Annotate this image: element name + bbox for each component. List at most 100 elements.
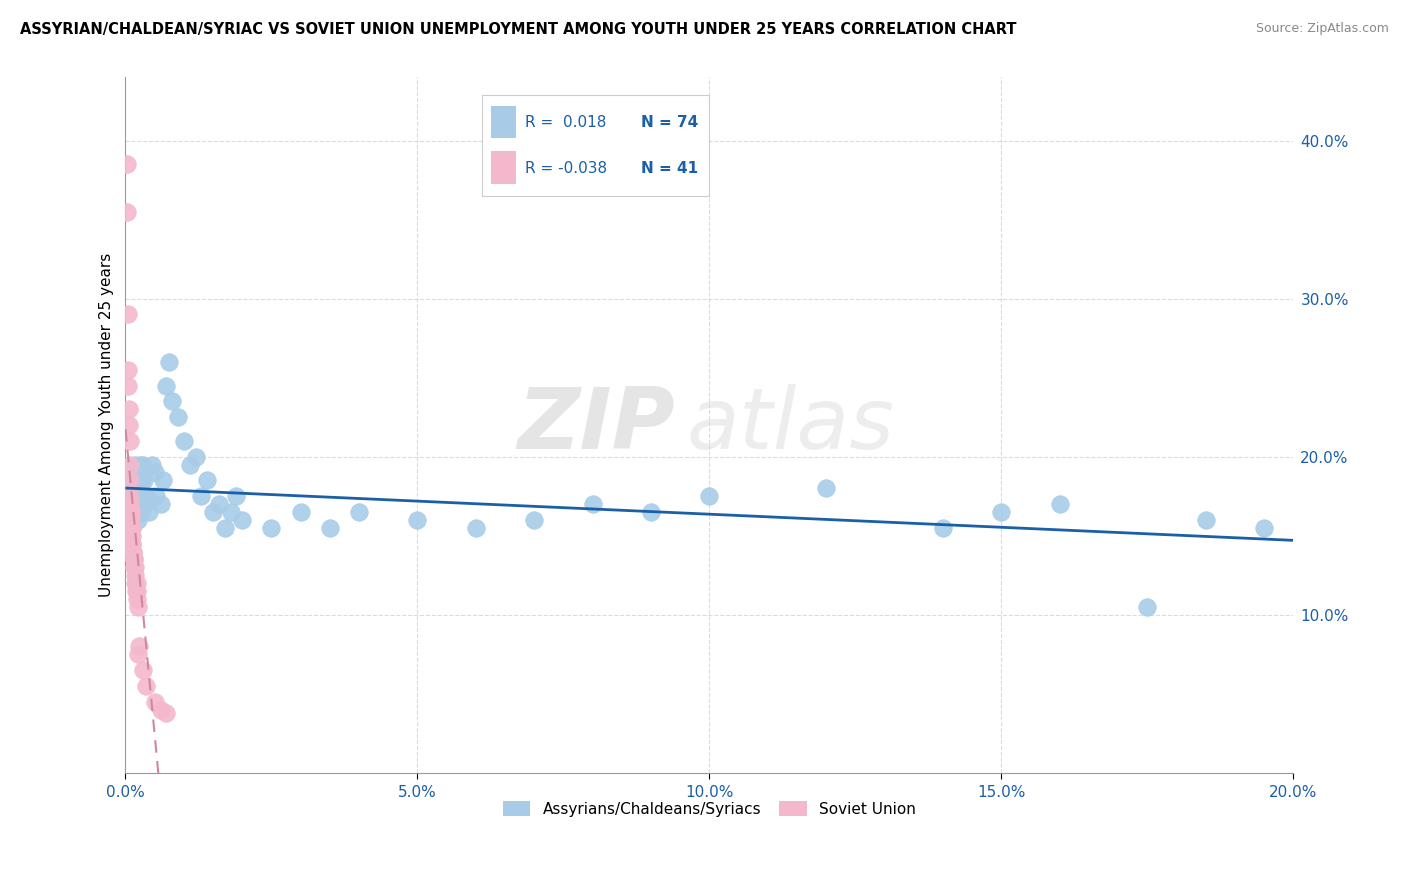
Text: ASSYRIAN/CHALDEAN/SYRIAC VS SOVIET UNION UNEMPLOYMENT AMONG YOUTH UNDER 25 YEARS: ASSYRIAN/CHALDEAN/SYRIAC VS SOVIET UNION…: [20, 22, 1017, 37]
Point: [319, 521, 342, 535]
Point: [122, 560, 145, 574]
Point: [121, 521, 143, 535]
Point: [117, 378, 139, 392]
Point: [127, 497, 149, 511]
Point: [127, 584, 149, 599]
Point: [125, 505, 148, 519]
Point: [231, 513, 253, 527]
Point: [184, 450, 207, 464]
Point: [118, 489, 141, 503]
Point: [127, 497, 149, 511]
Point: [143, 466, 166, 480]
Point: [124, 568, 146, 582]
Point: [128, 505, 150, 519]
Point: [128, 489, 150, 503]
Point: [120, 481, 142, 495]
Point: [141, 458, 163, 472]
Point: [406, 513, 429, 527]
Point: [127, 647, 149, 661]
Point: [1049, 497, 1071, 511]
Point: [120, 505, 142, 519]
Point: [145, 489, 167, 503]
Point: [129, 458, 152, 472]
Point: [120, 505, 142, 519]
Point: [290, 505, 312, 519]
Point: [167, 410, 190, 425]
Point: [152, 474, 174, 488]
Point: [118, 434, 141, 448]
Point: [122, 544, 145, 558]
Point: [214, 521, 236, 535]
Point: [121, 536, 143, 550]
Point: [464, 521, 486, 535]
Point: [117, 363, 139, 377]
Point: [118, 474, 141, 488]
Text: Source: ZipAtlas.com: Source: ZipAtlas.com: [1256, 22, 1389, 36]
Point: [135, 679, 157, 693]
Point: [127, 513, 149, 527]
Point: [120, 489, 142, 503]
Point: [127, 489, 149, 503]
Legend: Assyrians/Chaldeans/Syriacs, Soviet Union: Assyrians/Chaldeans/Syriacs, Soviet Unio…: [495, 793, 924, 824]
Point: [129, 474, 152, 488]
Point: [347, 505, 370, 519]
Point: [121, 536, 143, 550]
Point: [120, 521, 142, 535]
Point: [160, 394, 183, 409]
Point: [129, 489, 152, 503]
Point: [125, 584, 148, 599]
Point: [118, 418, 141, 433]
Point: [1136, 599, 1159, 614]
Point: [134, 474, 156, 488]
Text: atlas: atlas: [686, 384, 894, 467]
Point: [1195, 513, 1218, 527]
Point: [990, 505, 1012, 519]
Point: [124, 505, 146, 519]
Point: [132, 489, 155, 503]
Point: [149, 702, 172, 716]
Point: [149, 497, 172, 511]
Point: [132, 663, 155, 677]
Point: [120, 513, 142, 527]
Point: [219, 505, 242, 519]
Point: [640, 505, 662, 519]
Point: [127, 599, 149, 614]
Point: [131, 489, 153, 503]
Point: [173, 434, 195, 448]
Point: [129, 505, 152, 519]
Point: [582, 497, 605, 511]
Point: [121, 521, 143, 535]
Point: [815, 481, 838, 495]
Point: [117, 308, 139, 322]
Point: [523, 513, 546, 527]
Point: [125, 576, 148, 591]
Point: [127, 591, 149, 606]
Point: [124, 489, 146, 503]
Point: [260, 521, 283, 535]
Point: [157, 355, 180, 369]
Point: [117, 521, 139, 535]
Point: [122, 497, 145, 511]
Point: [121, 497, 143, 511]
Point: [190, 489, 212, 503]
Point: [932, 521, 955, 535]
Point: [118, 458, 141, 472]
Point: [118, 402, 141, 417]
Point: [128, 640, 150, 654]
Point: [155, 706, 177, 720]
Point: [115, 157, 138, 171]
Point: [122, 552, 145, 566]
Y-axis label: Unemployment Among Youth under 25 years: Unemployment Among Youth under 25 years: [100, 253, 114, 598]
Point: [120, 466, 142, 480]
Point: [179, 458, 201, 472]
Text: ZIP: ZIP: [517, 384, 675, 467]
Point: [125, 489, 148, 503]
Point: [120, 529, 142, 543]
Point: [134, 497, 156, 511]
Point: [120, 513, 142, 527]
Point: [124, 560, 146, 574]
Point: [122, 489, 145, 503]
Point: [122, 552, 145, 566]
Point: [1253, 521, 1275, 535]
Point: [125, 474, 148, 488]
